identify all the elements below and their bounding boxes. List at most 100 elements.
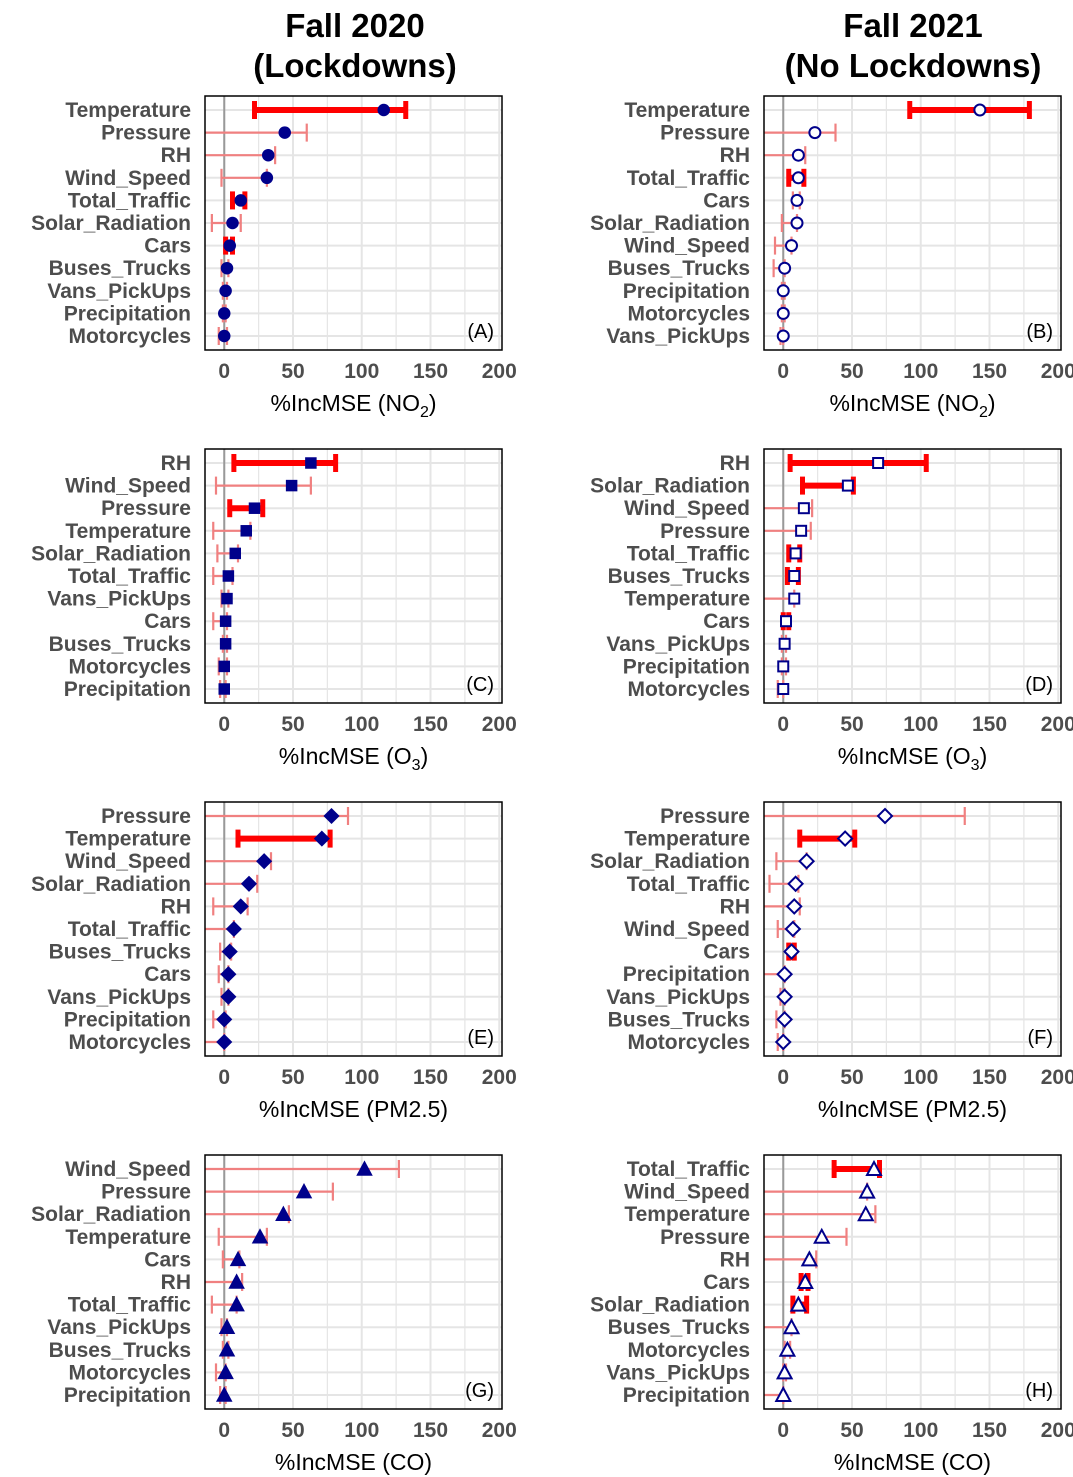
- chart6-category-label: Temperature: [65, 1226, 191, 1249]
- chart5-xlabel-main: %IncMSE (PM2.5): [818, 1096, 1007, 1122]
- chart6-tick-label: 100: [344, 1419, 379, 1442]
- chart3-xlabel: %IncMSE (O3): [838, 743, 988, 774]
- chart5-category-label: Wind_Speed: [624, 918, 750, 941]
- chart0-marker-Precipitation: [218, 307, 231, 320]
- chart4-tick-label: 50: [281, 1066, 304, 1089]
- chart6-marker-Precipitation: [215, 1386, 233, 1402]
- chart2-xlabel: %IncMSE (O3): [279, 743, 429, 774]
- chart6-tick-label: 200: [482, 1419, 517, 1442]
- chart6-category-label: Solar_Radiation: [31, 1203, 191, 1226]
- chart4-category-label: Solar_Radiation: [31, 873, 191, 896]
- chart6-panel-label: (G): [465, 1380, 494, 1402]
- chart6-category-label: RH: [161, 1271, 191, 1294]
- chart2-category-label: RH: [161, 452, 191, 475]
- chart7-marker-RH: [800, 1250, 819, 1267]
- chart6-marker-Vans_PickUps: [218, 1318, 236, 1334]
- chart1-category-label: Wind_Speed: [624, 235, 750, 258]
- chart1-category-label: Precipitation: [623, 280, 750, 303]
- chart5-marker-Motorcycles: [774, 1033, 792, 1051]
- chart4-category-label: Motorcycles: [68, 1031, 191, 1054]
- chart4-xlabel: %IncMSE (PM2.5): [259, 1096, 448, 1122]
- chart1-category-label: Buses_Trucks: [608, 257, 750, 280]
- chart2-category-label: Precipitation: [64, 678, 191, 701]
- chart1-category-label: Total_Traffic: [627, 167, 751, 190]
- right-column-title-line1: Fall 2021: [843, 7, 982, 44]
- chart0-xlabel-main: %IncMSE (NO: [270, 390, 420, 416]
- chart4-category-label: RH: [161, 895, 191, 918]
- chart6-marker-Pressure: [295, 1183, 313, 1199]
- chart3-marker-Cars: [780, 615, 792, 628]
- panel-h: Total_TrafficWind_SpeedTemperaturePressu…: [590, 1154, 1073, 1475]
- panel-c: RHWind_SpeedPressureTemperatureSolar_Rad…: [31, 448, 517, 774]
- chart0-frame: [204, 95, 503, 351]
- chart1-category-label: Vans_PickUps: [606, 325, 750, 348]
- chart4-panel-label: (E): [467, 1027, 494, 1049]
- chart7-marker-Temperature: [857, 1205, 875, 1222]
- chart2-marker-Cars: [219, 615, 232, 627]
- chart6-category-label: Motorcycles: [68, 1361, 191, 1384]
- chart1-marker-Vans_PickUps: [776, 329, 790, 343]
- chart4-marker-Motorcycles: [216, 1033, 233, 1051]
- chart7-marker-Vans_PickUps: [775, 1363, 794, 1380]
- chart5-marker-Temperature: [836, 830, 854, 848]
- chart2-marker-Buses_Trucks: [219, 638, 232, 650]
- chart6-marker-Motorcycles: [217, 1363, 234, 1380]
- chart1-marker-Temperature: [973, 103, 987, 117]
- chart2-tick-label: 200: [482, 713, 517, 736]
- chart5-category-label: Pressure: [660, 805, 750, 828]
- chart6-tick-label: 0: [218, 1419, 230, 1442]
- chart0-category-label: Cars: [144, 235, 191, 258]
- chart2-tick-label: 100: [344, 713, 379, 736]
- chart5-tick-label: 0: [777, 1066, 789, 1089]
- chart1-marker-Buses_Trucks: [778, 261, 792, 275]
- chart4-category-label: Cars: [144, 963, 191, 986]
- chart3-category-label: Buses_Trucks: [608, 565, 750, 588]
- chart0-marker-Buses_Trucks: [220, 261, 234, 275]
- chart4-xlabel-main: %IncMSE (PM2.5): [259, 1096, 448, 1122]
- chart1-marker-Total_Traffic: [791, 171, 805, 185]
- chart3-tick-label: 200: [1041, 713, 1073, 736]
- chart0-tick-label: 150: [413, 360, 448, 383]
- chart7-marker-Motorcycles: [778, 1340, 797, 1357]
- chart7-tick-label: 150: [972, 1419, 1007, 1442]
- chart0-category-label: Wind_Speed: [65, 167, 191, 190]
- chart5-tick-label: 50: [840, 1066, 863, 1089]
- chart0-panel-label: (A): [467, 321, 494, 343]
- chart4-marker-Solar_Radiation: [240, 875, 258, 892]
- left-column-title-line2: (Lockdowns): [253, 47, 457, 84]
- chart1-marker-Wind_Speed: [785, 239, 798, 253]
- chart7-panel-label: (H): [1025, 1380, 1053, 1402]
- chart5-category-label: Cars: [703, 941, 750, 964]
- chart7-frame: [763, 1154, 1062, 1410]
- chart0-category-label: Buses_Trucks: [49, 257, 191, 280]
- chart4-category-label: Total_Traffic: [68, 918, 192, 941]
- chart0-marker-Total_Traffic: [234, 194, 247, 207]
- panel-g: Wind_SpeedPressureSolar_RadiationTempera…: [31, 1154, 517, 1475]
- chart2-marker-Solar_Radiation: [229, 547, 241, 560]
- chart3-marker-Solar_Radiation: [841, 479, 854, 492]
- chart2-marker-Total_Traffic: [222, 570, 235, 582]
- chart3-panel-label: (D): [1025, 674, 1053, 696]
- chart7-marker-Buses_Trucks: [782, 1318, 801, 1335]
- chart3-marker-Wind_Speed: [797, 502, 810, 515]
- chart4-marker-Buses_Trucks: [221, 943, 238, 960]
- chart1-category-label: Cars: [703, 189, 750, 212]
- chart-panels: Temperature Pressure RH Wind_Speed Total_Tra…: [31, 95, 1073, 1475]
- chart1-marker-Solar_Radiation: [790, 216, 804, 230]
- chart4-category-label: Precipitation: [64, 1008, 191, 1031]
- chart4-tick-label: 150: [413, 1066, 448, 1089]
- chart3-category-label: Solar_Radiation: [590, 475, 750, 498]
- chart6-tick-label: 150: [413, 1419, 448, 1442]
- chart0-category-label: Pressure: [101, 122, 191, 145]
- chart4-tick-label: 100: [344, 1066, 379, 1089]
- chart5-category-label: Buses_Trucks: [608, 1008, 750, 1031]
- panel-d: RHSolar_RadiationWind_SpeedPressureTotal…: [590, 448, 1073, 774]
- chart1-frame: [763, 95, 1062, 351]
- chart2-frame: [204, 448, 503, 704]
- chart2-marker-Vans_PickUps: [221, 592, 233, 605]
- chart0-marker-Pressure: [278, 126, 291, 139]
- chart3-xlabel-sub: 3: [971, 757, 980, 774]
- chart0-tick-label: 50: [281, 360, 304, 383]
- chart3-marker-Total_Traffic: [789, 547, 802, 560]
